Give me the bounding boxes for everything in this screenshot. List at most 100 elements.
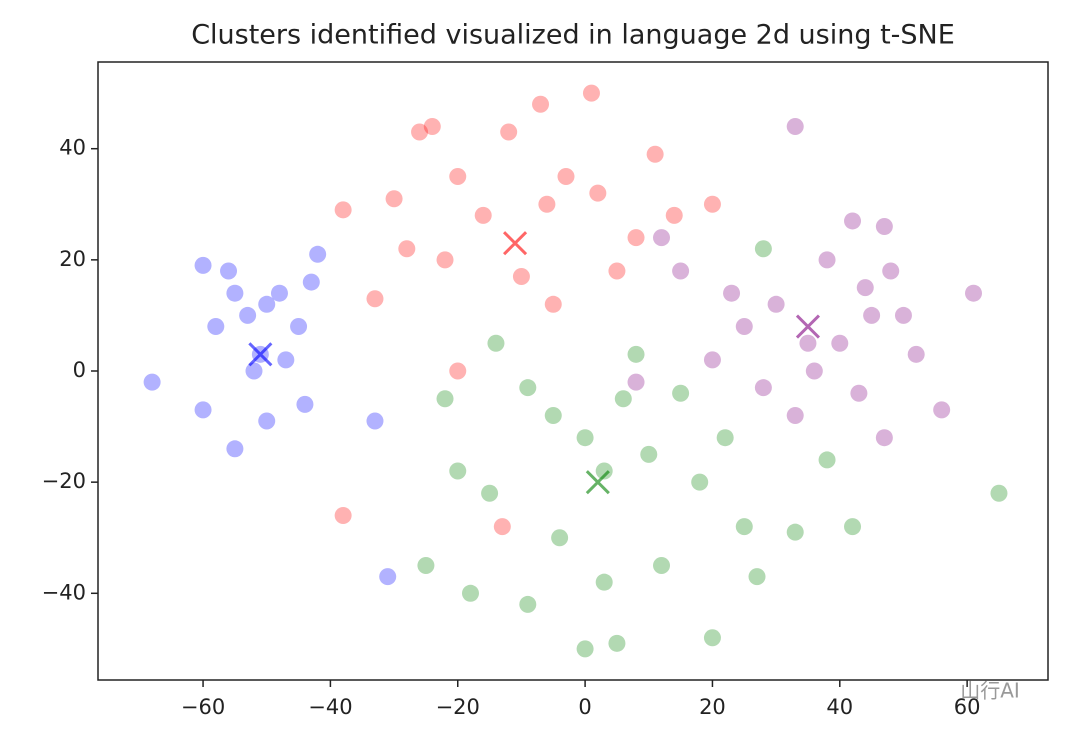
point [672, 384, 690, 402]
point [646, 145, 664, 163]
point [818, 451, 836, 469]
point [716, 429, 734, 447]
point [786, 117, 804, 135]
point [907, 345, 925, 363]
point [589, 184, 607, 202]
centroid-marker [585, 470, 610, 495]
point [512, 268, 530, 286]
point [532, 95, 550, 113]
point [965, 284, 983, 302]
point [551, 529, 569, 547]
point [436, 390, 454, 408]
point [818, 251, 836, 269]
chart-title: Clusters identified visualized in langua… [191, 20, 955, 51]
point [538, 195, 556, 213]
point [411, 123, 429, 141]
y-tick-label: −40 [42, 580, 86, 604]
point [334, 201, 352, 219]
point [290, 318, 308, 336]
point [226, 440, 244, 458]
point [748, 568, 766, 586]
point [500, 123, 518, 141]
y-tick-label: 40 [59, 136, 86, 160]
point [882, 262, 900, 280]
point [544, 406, 562, 424]
point [270, 284, 288, 302]
point [239, 306, 257, 324]
point [595, 462, 613, 480]
point [379, 568, 397, 586]
point [653, 229, 671, 247]
point [735, 318, 753, 336]
point [875, 429, 893, 447]
point [754, 379, 772, 397]
point [672, 262, 690, 280]
x-tick-label: 40 [826, 695, 853, 719]
point [258, 295, 276, 313]
point [703, 195, 721, 213]
point [449, 167, 467, 185]
point [143, 373, 161, 391]
point [544, 295, 562, 313]
point [805, 362, 823, 380]
point [608, 634, 626, 652]
y-tick-label: −20 [42, 469, 86, 493]
point [436, 251, 454, 269]
x-tick-label: −60 [181, 695, 225, 719]
point [493, 518, 511, 536]
point [863, 306, 881, 324]
point [844, 212, 862, 230]
centroid-marker [795, 314, 821, 339]
point [423, 117, 441, 135]
point [194, 256, 212, 274]
point [767, 295, 785, 313]
point [576, 429, 594, 447]
centroid-marker [248, 342, 273, 367]
point [703, 351, 721, 369]
point [627, 373, 645, 391]
point [786, 523, 804, 541]
point [608, 262, 626, 280]
point [875, 218, 893, 236]
point [665, 206, 683, 224]
point [894, 306, 912, 324]
x-tick-label: −20 [436, 695, 480, 719]
x-tick-label: 20 [699, 695, 726, 719]
point [576, 640, 594, 658]
point [207, 318, 225, 336]
x-tick-label: 0 [578, 695, 591, 719]
point [385, 190, 403, 208]
point [735, 518, 753, 536]
point [258, 412, 276, 430]
point [595, 573, 613, 591]
point [220, 262, 238, 280]
point [582, 84, 600, 102]
point [799, 334, 817, 352]
point [366, 412, 384, 430]
point [245, 362, 263, 380]
point [653, 557, 671, 575]
point [933, 401, 951, 419]
point [226, 284, 244, 302]
point [640, 445, 658, 463]
point [627, 229, 645, 247]
point [519, 379, 537, 397]
point [831, 334, 849, 352]
point [366, 290, 384, 308]
point [691, 473, 709, 491]
point [856, 279, 874, 297]
point [194, 401, 212, 419]
centroid-marker [502, 231, 528, 256]
point [557, 167, 575, 185]
x-tick-label: 60 [954, 695, 981, 719]
point [334, 506, 352, 524]
point [481, 484, 499, 502]
point [754, 240, 772, 258]
point [627, 345, 645, 363]
point [417, 557, 435, 575]
point [474, 206, 492, 224]
point [296, 395, 314, 413]
watermark: 山行AI [960, 679, 1020, 703]
